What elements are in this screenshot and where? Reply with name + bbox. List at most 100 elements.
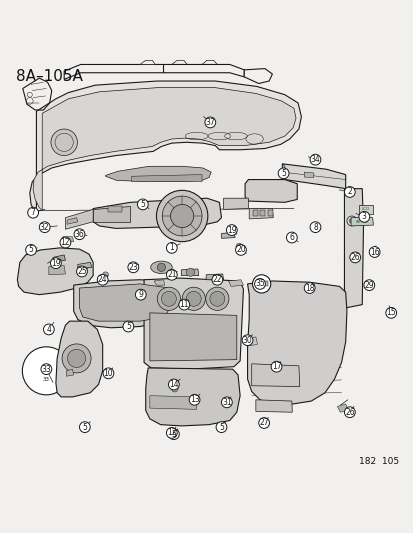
- Polygon shape: [268, 210, 273, 216]
- Circle shape: [252, 275, 270, 293]
- Circle shape: [76, 266, 87, 277]
- Text: 35: 35: [254, 279, 264, 288]
- Circle shape: [304, 282, 314, 293]
- Circle shape: [157, 287, 180, 310]
- Circle shape: [271, 361, 281, 372]
- Circle shape: [79, 422, 90, 432]
- Circle shape: [97, 274, 108, 285]
- Text: 5: 5: [126, 322, 131, 331]
- Polygon shape: [282, 164, 345, 189]
- Text: 21: 21: [167, 270, 176, 279]
- Text: 27: 27: [259, 418, 268, 427]
- Text: 26: 26: [349, 253, 359, 262]
- Circle shape: [168, 429, 179, 440]
- Polygon shape: [105, 166, 211, 182]
- Polygon shape: [64, 64, 163, 79]
- Polygon shape: [163, 64, 244, 77]
- Polygon shape: [63, 237, 74, 243]
- Circle shape: [170, 204, 193, 228]
- Text: 16: 16: [369, 247, 379, 256]
- Text: 2: 2: [347, 188, 351, 197]
- Circle shape: [103, 368, 114, 378]
- Circle shape: [171, 385, 178, 392]
- Text: 23: 23: [128, 263, 138, 272]
- Polygon shape: [223, 198, 248, 209]
- Polygon shape: [255, 281, 268, 286]
- Text: 4: 4: [46, 325, 51, 334]
- Polygon shape: [202, 60, 217, 64]
- Circle shape: [278, 168, 288, 179]
- Polygon shape: [144, 278, 243, 369]
- Text: 11: 11: [179, 300, 188, 309]
- Text: 25: 25: [77, 267, 87, 276]
- Circle shape: [235, 245, 246, 255]
- Circle shape: [178, 299, 189, 310]
- Polygon shape: [65, 209, 93, 229]
- Polygon shape: [251, 364, 299, 386]
- Circle shape: [186, 292, 201, 306]
- Circle shape: [137, 199, 148, 210]
- Polygon shape: [49, 265, 65, 275]
- Polygon shape: [252, 210, 257, 216]
- Text: 12: 12: [167, 429, 176, 438]
- Polygon shape: [33, 87, 295, 211]
- Polygon shape: [150, 395, 196, 409]
- Circle shape: [166, 269, 177, 280]
- Text: 29: 29: [363, 281, 373, 289]
- Polygon shape: [74, 280, 176, 328]
- Circle shape: [26, 245, 36, 255]
- Text: 13: 13: [189, 395, 199, 405]
- Circle shape: [41, 364, 52, 375]
- Circle shape: [60, 237, 71, 248]
- Text: 5: 5: [28, 245, 33, 254]
- Polygon shape: [140, 60, 155, 64]
- Circle shape: [67, 349, 85, 368]
- Polygon shape: [171, 60, 187, 64]
- Circle shape: [235, 244, 242, 250]
- Polygon shape: [247, 281, 346, 404]
- Text: 12: 12: [61, 238, 70, 247]
- Polygon shape: [344, 189, 363, 308]
- Polygon shape: [92, 198, 221, 229]
- Polygon shape: [260, 210, 265, 216]
- Circle shape: [166, 243, 177, 253]
- Text: 15: 15: [385, 309, 395, 317]
- Polygon shape: [108, 206, 122, 212]
- Text: 26: 26: [344, 408, 354, 417]
- Text: 33: 33: [43, 377, 50, 382]
- Text: 8: 8: [312, 223, 317, 232]
- Circle shape: [242, 335, 252, 345]
- Circle shape: [344, 187, 354, 197]
- Polygon shape: [150, 313, 236, 361]
- Circle shape: [50, 258, 61, 269]
- Circle shape: [43, 324, 54, 335]
- Text: 8A–105A: 8A–105A: [16, 69, 83, 84]
- Circle shape: [286, 232, 297, 243]
- Polygon shape: [56, 321, 102, 397]
- Text: 1: 1: [169, 244, 174, 252]
- Text: 37: 37: [205, 118, 215, 127]
- Circle shape: [135, 289, 146, 300]
- Polygon shape: [79, 284, 169, 321]
- Text: 24: 24: [97, 275, 107, 284]
- Ellipse shape: [150, 261, 172, 273]
- Text: 5: 5: [82, 423, 87, 432]
- Text: 32: 32: [40, 223, 50, 232]
- Polygon shape: [304, 172, 313, 177]
- Circle shape: [226, 225, 237, 236]
- Polygon shape: [358, 205, 372, 214]
- Text: 5: 5: [280, 169, 285, 178]
- Circle shape: [161, 292, 176, 306]
- Text: 182  105: 182 105: [358, 457, 399, 466]
- Circle shape: [186, 268, 194, 277]
- Circle shape: [385, 308, 396, 318]
- Circle shape: [309, 222, 320, 232]
- Polygon shape: [228, 280, 243, 286]
- Circle shape: [209, 292, 224, 306]
- Circle shape: [22, 347, 70, 395]
- Text: 34: 34: [310, 155, 320, 164]
- Circle shape: [358, 212, 369, 222]
- Polygon shape: [282, 164, 284, 180]
- Circle shape: [309, 155, 320, 165]
- Circle shape: [280, 170, 286, 176]
